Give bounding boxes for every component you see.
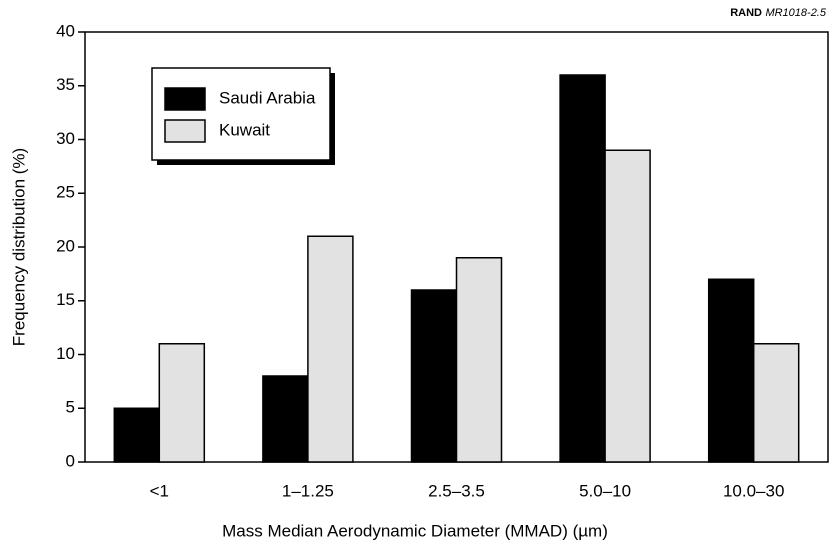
- y-tick-label: 35: [56, 75, 75, 94]
- y-tick-label: 0: [66, 451, 75, 470]
- bar: [559, 74, 606, 463]
- bar: [262, 375, 309, 463]
- legend: [151, 67, 331, 161]
- x-tick-label: <1: [150, 481, 169, 500]
- legend-swatch: [164, 87, 206, 111]
- annotation: RAND: [730, 7, 762, 19]
- bar: [410, 289, 458, 463]
- y-tick-label: 25: [56, 183, 75, 202]
- y-axis-title: Frequency distribution (%): [9, 148, 28, 346]
- bar: [158, 343, 206, 463]
- y-tick-label: 10: [56, 344, 75, 363]
- annotation: MR1018-2.5: [765, 7, 826, 19]
- y-tick-label: 30: [56, 129, 75, 148]
- bar: [752, 343, 800, 463]
- bar: [455, 257, 503, 463]
- bar: [604, 149, 651, 463]
- x-tick-label: 5.0–10: [579, 481, 631, 500]
- x-axis-title: Mass Median Aerodynamic Diameter (MMAD) …: [222, 521, 608, 540]
- bar: [113, 407, 161, 463]
- y-tick-label: 20: [56, 236, 75, 255]
- legend-label: Saudi Arabia: [219, 88, 316, 107]
- y-tick-label: 40: [56, 21, 75, 40]
- y-tick-label: 15: [56, 290, 75, 309]
- x-tick-label: 2.5–3.5: [428, 481, 485, 500]
- legend-label: Kuwait: [219, 120, 270, 139]
- bar: [707, 278, 755, 463]
- x-tick-label: 10.0–30: [723, 481, 784, 500]
- legend-swatch: [164, 119, 206, 143]
- bar: [307, 235, 354, 463]
- x-tick-label: 1–1.25: [282, 481, 334, 500]
- y-tick-label: 5: [66, 398, 75, 417]
